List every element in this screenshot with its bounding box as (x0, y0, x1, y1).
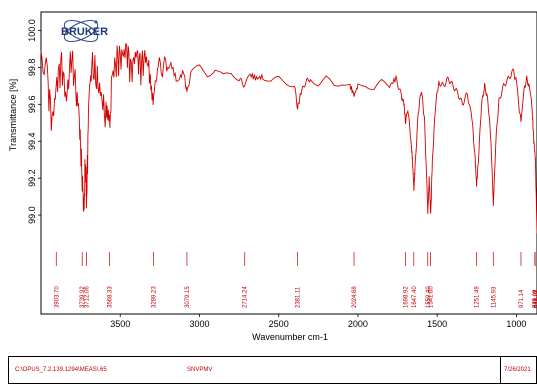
peak-label: 971.14 (519, 289, 525, 308)
plot-area-frame (40, 11, 537, 315)
peak-label: 1145.93 (491, 286, 497, 308)
peak-label: 619.01 (533, 289, 537, 308)
peak-label: 871.22 (533, 289, 537, 308)
peak-label: 1559.40 (426, 286, 432, 308)
peak-label: 677.07 (533, 289, 537, 308)
x-axis-label: Wavenumber cm-1 (252, 332, 328, 342)
logo-text: BRUKER (61, 26, 108, 38)
peak-label: 3739.92 (80, 286, 86, 308)
bruker-logo: BRUKER (61, 19, 108, 43)
peak-label: 1647.40 (412, 286, 418, 308)
y-axis-label: Transmittance [%] (8, 79, 18, 151)
peak-label: 1251.49 (475, 286, 481, 308)
x-tick-label: 2500 (269, 319, 289, 329)
y-tick-label: 99.2 (27, 169, 37, 187)
x-tick-label: 3000 (189, 319, 209, 329)
peak-label: 746.09 (533, 289, 537, 308)
peak-label: 1541.60 (429, 286, 435, 308)
y-axis: 99.0 99.2 99.4 99.6 99.8 100.0 (27, 19, 41, 224)
y-tick-label: 99.0 (27, 206, 37, 224)
y-tick-label: 100.0 (27, 19, 37, 42)
y-tick-label: 99.8 (27, 59, 37, 77)
peak-label: 1698.92 (404, 286, 410, 308)
y-tick-label: 99.6 (27, 96, 37, 114)
peak-label: 2714.24 (243, 286, 249, 308)
spectrum-series-line (40, 42, 537, 234)
x-tick-label: 2000 (348, 319, 368, 329)
peak-label: 2381.11 (296, 286, 302, 308)
measurement-date: 7/26/2021 (504, 367, 531, 373)
peak-label: 3903.70 (54, 286, 60, 308)
footer-divider (500, 357, 501, 383)
peak-label: 2024.68 (352, 286, 358, 308)
sample-name: SNVPMV (187, 367, 213, 373)
x-tick-label: 1500 (427, 319, 447, 329)
x-tick-label: 3500 (110, 319, 130, 329)
peak-label: 3289.23 (152, 286, 158, 308)
peak-label: 3712.06 (85, 286, 91, 308)
file-path: C:\OPUS_7.2.139.1294\MEAS\.65 (15, 367, 107, 373)
x-axis: 3500 3000 2500 2000 1500 1000 (110, 314, 526, 329)
y-tick-label: 99.4 (27, 132, 37, 150)
x-tick-label: 1000 (506, 319, 526, 329)
peak-label: 3568.33 (107, 286, 113, 308)
peak-label: 3079.15 (185, 286, 191, 308)
footer-info-bar: C:\OPUS_7.2.139.1294\MEAS\.65 SNVPMV 7/2… (8, 356, 537, 384)
